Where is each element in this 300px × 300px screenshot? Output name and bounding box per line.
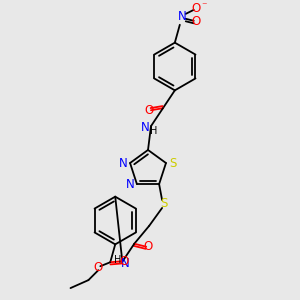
Text: N: N: [177, 10, 186, 23]
Text: S: S: [169, 157, 177, 169]
Text: N: N: [119, 157, 128, 169]
Text: N: N: [141, 121, 149, 134]
Text: O: O: [191, 2, 200, 15]
Text: ⁻: ⁻: [201, 1, 206, 11]
Text: H: H: [114, 255, 121, 265]
Text: S: S: [160, 197, 168, 211]
Text: O: O: [144, 240, 153, 253]
Text: N: N: [126, 178, 134, 190]
Text: O: O: [191, 15, 200, 28]
Text: N: N: [121, 257, 130, 270]
Text: O: O: [119, 255, 129, 268]
Text: O: O: [144, 104, 154, 117]
Text: H: H: [150, 126, 158, 136]
Text: O: O: [94, 261, 103, 274]
